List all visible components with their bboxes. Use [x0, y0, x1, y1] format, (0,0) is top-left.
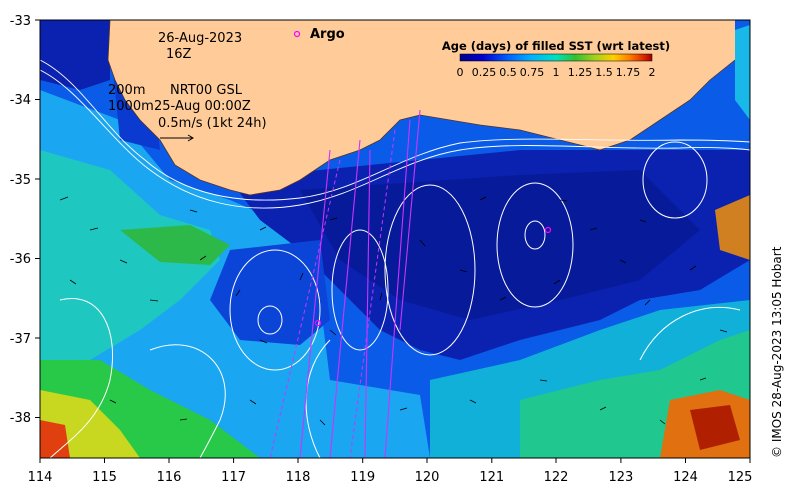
colorbar-tick: 1.75 [616, 66, 641, 79]
plot-area [40, 20, 750, 458]
y-tick-label: -33 [10, 14, 31, 29]
map-hour: 16Z [166, 47, 192, 62]
depth-label-200: 200m [108, 83, 145, 98]
x-tick-label: 121 [479, 470, 504, 485]
x-tick-label: 115 [92, 470, 117, 485]
colorbar-tick: 0.75 [520, 66, 545, 79]
sst-region-east-edge [735, 25, 750, 120]
x-tick-label: 124 [673, 470, 698, 485]
y-tick-label: -34 [10, 93, 31, 108]
credit-label: © IMOS 28-Aug-2023 13:05 Hobart [770, 246, 784, 458]
argo-float-marker [544, 226, 552, 234]
x-tick-label: 122 [544, 470, 569, 485]
colorbar-tick: 0.5 [499, 66, 517, 79]
sst-region-orange-east [715, 195, 750, 260]
plot-frame [39, 19, 751, 459]
depth-label-1000: 1000m [108, 99, 154, 114]
colorbar-tick: 2 [649, 66, 656, 79]
sst-region-red-se [690, 405, 740, 450]
x-tick-label: 118 [286, 470, 311, 485]
x-axis-ticks [39, 458, 751, 463]
x-tick-label: 116 [157, 470, 182, 485]
coastline [107, 20, 736, 196]
colorbar-tick: 1.25 [568, 66, 593, 79]
colorbar-tick: 0 [457, 66, 464, 79]
sst-region-green-west [40, 150, 220, 370]
velocity-scale-label: 0.5m/s (1kt 24h) [158, 116, 267, 131]
y-axis-labels: -33 -34 -35 -36 -37 -38 [10, 14, 31, 426]
float-tracks [299, 109, 421, 458]
y-axis-ticks [35, 19, 40, 418]
product-label: NRT00 GSL [170, 83, 243, 98]
x-tick-label: 114 [28, 470, 53, 485]
colorbar-title: Age (days) of filled SST (wrt latest) [442, 39, 670, 53]
sst-region-nw [40, 20, 110, 90]
colorbar-tick: 1 [553, 66, 560, 79]
y-tick-label: -37 [10, 332, 31, 347]
colorbar-ticks: 0 0.25 0.5 0.75 1 1.25 1.5 1.75 2 [457, 66, 656, 79]
velocity-scale-arrow [160, 134, 194, 142]
y-tick-label: -35 [10, 173, 31, 188]
map-date: 26-Aug-2023 [158, 31, 242, 46]
colorbar-tick: 0.25 [472, 66, 497, 79]
sst-region-eddy-west [210, 240, 330, 345]
x-tick-label: 123 [608, 470, 633, 485]
x-tick-label: 120 [415, 470, 440, 485]
sst-region-green-patch [120, 225, 230, 265]
colorbar-tick: 1.5 [595, 66, 613, 79]
x-tick-label: 119 [350, 470, 375, 485]
x-axis-labels: 114 115 116 117 118 119 120 121 122 123 … [28, 470, 753, 485]
land-mass [108, 20, 735, 195]
argo-float-marker [314, 319, 322, 327]
float-tracks-dashed [269, 129, 396, 458]
product-time-label: 25-Aug 00:00Z [154, 99, 251, 114]
x-tick-label: 125 [728, 470, 753, 485]
sst-region-red-corner [40, 420, 70, 458]
ssh-contours [49, 141, 741, 458]
y-tick-label: -38 [10, 411, 31, 426]
colorbar [459, 53, 653, 62]
argo-legend-label: Argo [310, 27, 345, 42]
x-tick-label: 117 [221, 470, 246, 485]
y-tick-label: -36 [10, 252, 31, 267]
argo-legend-icon [293, 30, 301, 38]
velocity-arrows [59, 196, 728, 426]
